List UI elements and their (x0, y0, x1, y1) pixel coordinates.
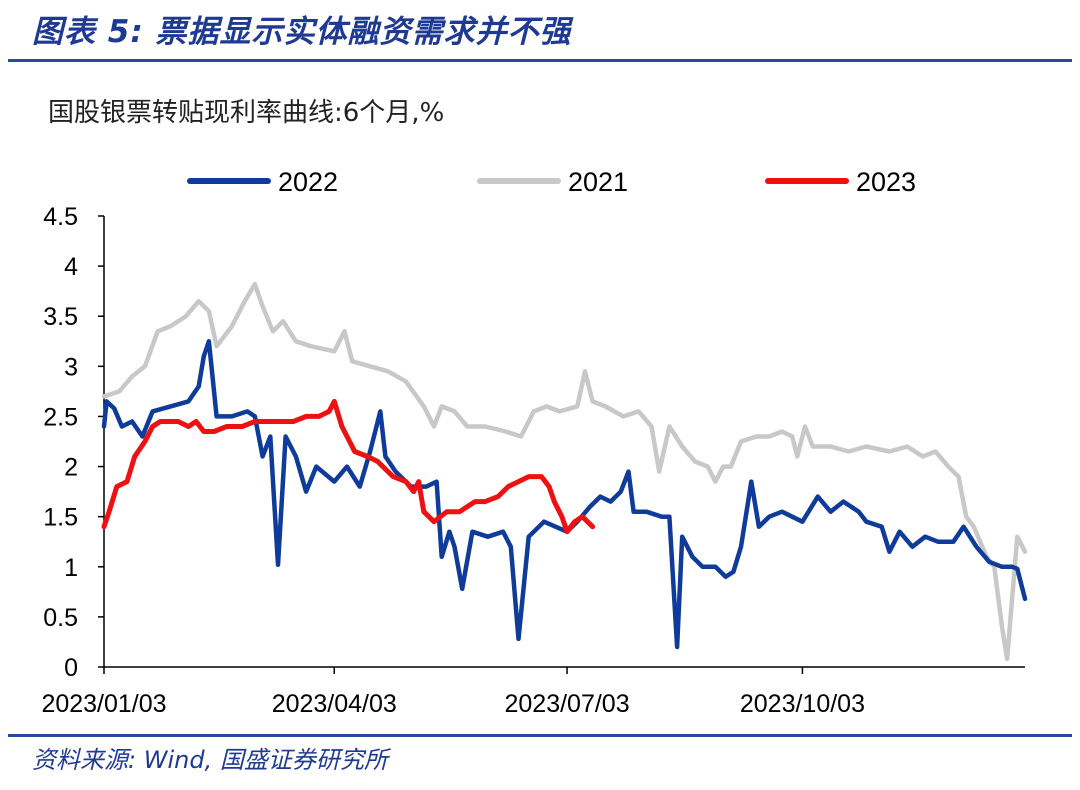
y-tick-label: 1 (64, 554, 78, 582)
chart-axes: 0 0.5 1 1.5 2 2.5 3 3.5 4 4.5 2023/01/03 2023/04/03… (41, 203, 1025, 718)
series-line-2022 (101, 339, 1028, 650)
source-note: 资料来源: Wind, 国盛证券研究所 (32, 746, 388, 774)
y-tick-label: 4.5 (43, 203, 78, 231)
y-tick-label: 2.5 (43, 403, 78, 431)
chart-lines (101, 281, 1028, 662)
y-tick-label: 2 (64, 454, 78, 482)
legend-label-2022: 2022 (278, 167, 338, 197)
chart-subtitle: 国股银票转贴现利率曲线:6个月,% (48, 98, 445, 128)
y-tick-label: 1.5 (43, 504, 78, 532)
series-line-2023 (101, 398, 596, 535)
x-tick-label: 2023/01/03 (41, 690, 166, 718)
legend-label-2021: 2021 (568, 167, 628, 197)
top-divider (8, 59, 1072, 62)
x-tick-label: 2023/10/03 (740, 690, 865, 718)
x-tick-label: 2023/07/03 (504, 690, 629, 718)
y-tick-label: 3.5 (43, 303, 78, 331)
y-tick-label: 0.5 (43, 604, 78, 632)
x-tick-label: 2023/04/03 (272, 690, 397, 718)
legend-label-2023: 2023 (856, 167, 916, 197)
chart-legend: 2022 2021 2023 (187, 167, 916, 197)
y-tick-label: 0 (64, 654, 78, 682)
figure-title: 图表 5: 票据显示实体融资需求并不强 (32, 14, 572, 50)
y-tick-label: 4 (64, 253, 78, 281)
y-tick-label: 3 (64, 353, 78, 381)
bottom-divider (8, 734, 1072, 737)
series-line-2021 (101, 281, 1028, 662)
